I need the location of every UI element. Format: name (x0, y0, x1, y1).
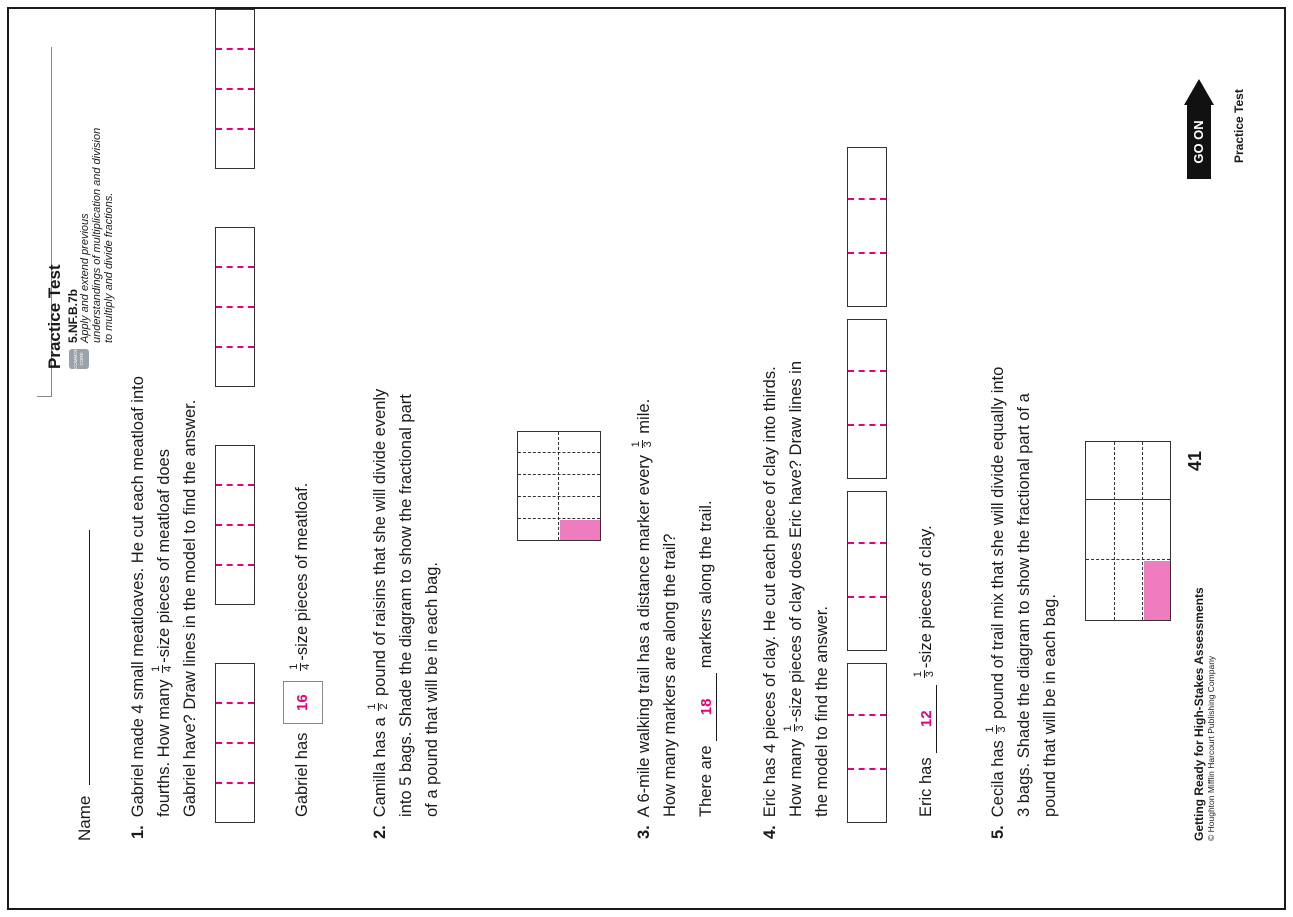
header-divider-top (36, 395, 51, 397)
go-on-label: GO ON (1186, 104, 1211, 179)
question-1: 1.Gabriel made 4 small meatloaves. He cu… (128, 375, 199, 839)
q1-model[interactable] (214, 9, 265, 823)
question-4: 4.Eric has 4 pieces of clay. He cut each… (760, 360, 831, 839)
q5-shaded-part (1143, 560, 1170, 620)
footer-right-label: Practice Test (1231, 88, 1246, 163)
header-block: Practice Test COMMON CORE 5.NF.B.7b Appl… (44, 127, 115, 369)
page-number: 41 (1184, 450, 1205, 471)
q4-answer[interactable]: 12 (917, 684, 937, 753)
standard-desc-1: Apply and extend previous (78, 212, 91, 343)
clay-bar[interactable] (846, 146, 887, 307)
clay-bar[interactable] (846, 318, 887, 479)
meatloaf-bar[interactable] (214, 9, 255, 169)
q1-line-1: Gabriel made 4 small meatloaves. He cut … (128, 375, 147, 817)
meatloaf-bar[interactable] (214, 444, 255, 605)
q1-answer-line: Gabriel has 16 1 4 -size pieces of meatloa… (282, 482, 323, 817)
q3-answer[interactable]: 18 (697, 672, 717, 741)
name-blank[interactable] (74, 529, 90, 785)
worksheet: Name Practice Test COMMON CORE 5.NF.B.7b… (36, 9, 1257, 879)
standard-code: 5.NF.B.7b (65, 288, 80, 343)
q4-answer-line: Eric has 12 1 3 -size pieces of clay. (911, 524, 937, 817)
standard-desc-2: understandings of multiplication and div… (90, 127, 103, 343)
clay-bar[interactable] (846, 662, 887, 823)
name-label: Name (74, 795, 94, 841)
name-line: Name (74, 529, 95, 841)
clay-bar[interactable] (846, 490, 887, 651)
q2-shaded-part (559, 519, 600, 540)
footer-copyright: © Houghton Mifflin Harcourt Publishing C… (1205, 655, 1216, 841)
common-core-badge-icon: COMMON CORE (68, 348, 89, 369)
q2-diagram[interactable] (516, 430, 601, 541)
meatloaf-bar[interactable] (214, 226, 255, 387)
footer-left: Getting Ready for High-Stakes Assessment… (1192, 587, 1216, 841)
q3-answer-line: There are 18 markers along the trail. (696, 499, 717, 817)
footer-book-title: Getting Ready for High-Stakes Assessment… (1191, 586, 1206, 841)
go-on-arrow-icon[interactable]: GO ON (1183, 67, 1214, 179)
q5-diagram[interactable] (1084, 440, 1171, 621)
question-3: 3.A 6-mile walking trail has a distance … (629, 398, 679, 839)
q4-model[interactable] (846, 23, 887, 823)
q1-answer[interactable]: 16 (282, 680, 323, 724)
page-frame: Name Practice Test COMMON CORE 5.NF.B.7b… (7, 7, 1286, 910)
meatloaf-bar[interactable] (214, 662, 255, 823)
standard-desc-3: to multiply and divide fractions. (102, 192, 115, 343)
page-title: Practice Test (44, 263, 64, 369)
